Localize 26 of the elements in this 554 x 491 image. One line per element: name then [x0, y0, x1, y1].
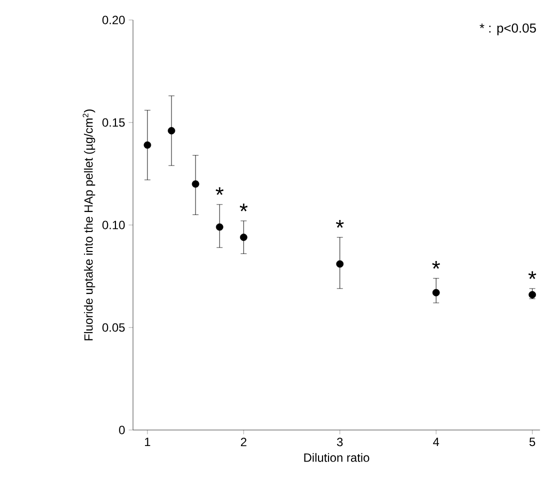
x-tick-label: 1 — [145, 438, 150, 446]
point — [216, 223, 224, 231]
y-tick-label: 0 — [119, 426, 125, 434]
x-axis-title: Dilution ratio — [304, 453, 370, 462]
point — [144, 141, 152, 149]
annotation: * — [528, 271, 536, 279]
x-tick-label: 2 — [240, 438, 246, 446]
y-axis-title: Fluoride uptake into the HAp pellet (µg/cm$^{2}$) — [82, 110, 96, 340]
point — [240, 234, 248, 241]
annotation: * — [336, 220, 344, 228]
y-tick-label: 0.05 — [102, 323, 125, 332]
y-tick-label: 0.20 — [102, 16, 125, 24]
point — [432, 288, 440, 296]
y-tick-label: 0.10 — [102, 220, 125, 230]
point — [528, 291, 536, 298]
point — [336, 260, 344, 268]
point — [192, 180, 200, 188]
x-tick-label: 4 — [433, 438, 440, 446]
y-tick-label: 0.15 — [102, 118, 125, 127]
x-tick-label: 3 — [337, 438, 343, 446]
annotation: * — [432, 261, 440, 269]
point — [168, 127, 176, 134]
annotation: * — [216, 187, 224, 195]
annotation: * : p<0.05 — [480, 24, 536, 36]
x-tick-label: 5 — [529, 438, 536, 446]
annotation: * — [240, 204, 248, 212]
